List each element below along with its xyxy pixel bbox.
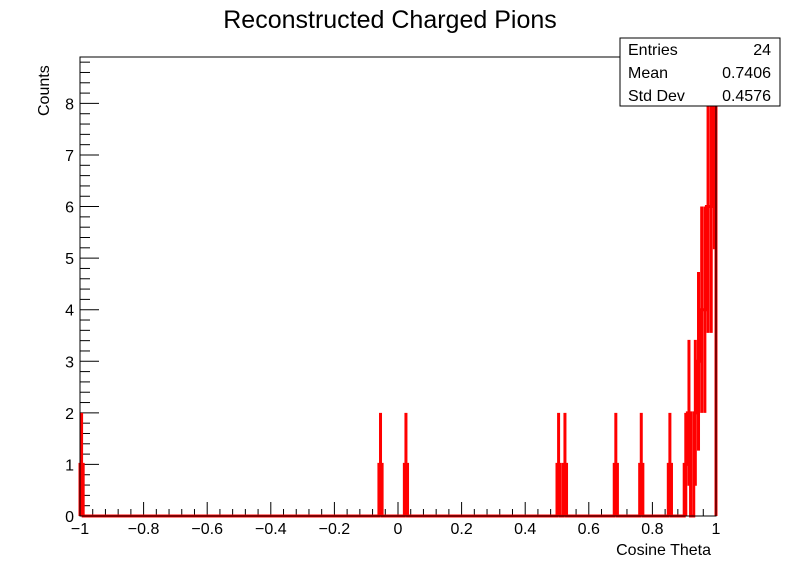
stats-box-frame [619,37,781,107]
y-tick-label: 8 [65,96,74,113]
x-axis-title: Cosine Theta [616,542,711,559]
x-tick-label: −1 [71,521,89,538]
y-tick-label: 6 [65,200,74,217]
y-tick-label: 2 [65,406,74,423]
stats-mean-value: 0.7406 [722,65,771,82]
x-tick-label: 0.4 [514,521,536,538]
y-tick-label: 3 [65,354,74,371]
x-tick-label: 0.2 [450,521,472,538]
y-tick-label: 7 [65,148,74,165]
stats-box: Entries 24 Mean 0.7406 Std Dev 0.4576 [619,37,781,107]
stats-stddev-label: Std Dev [628,88,685,105]
x-tick-label: −0.8 [128,521,160,538]
x-tick-label: 0 [394,521,403,538]
x-tick-label: −0.6 [191,521,223,538]
plot-frame [79,56,717,517]
x-tick-label: 0.6 [578,521,600,538]
axes: −1 −0.8 −0.6 −0.4 −0.2 0 0.2 0.4 0.6 0.8 1 0 1 2 3 4 5 6 7… [65,61,721,538]
y-tick-label: 5 [65,251,74,268]
chart-title: Reconstructed Charged Pions [223,6,557,34]
x-tick-label: 1 [712,521,721,538]
x-tick-label: −0.4 [255,521,287,538]
y-tick-label: 1 [65,457,74,474]
x-tick-label: 0.8 [641,521,663,538]
y-axis-title: Counts [36,65,53,116]
x-tick-label: −0.2 [319,521,351,538]
stats-stddev-value: 0.4576 [722,88,771,105]
stats-mean-label: Mean [628,65,668,82]
stats-entries-label: Entries [628,42,678,59]
y-tick-label: 4 [65,303,74,320]
stats-entries-value: 24 [753,42,771,59]
y-tick-label: 0 [65,509,74,526]
